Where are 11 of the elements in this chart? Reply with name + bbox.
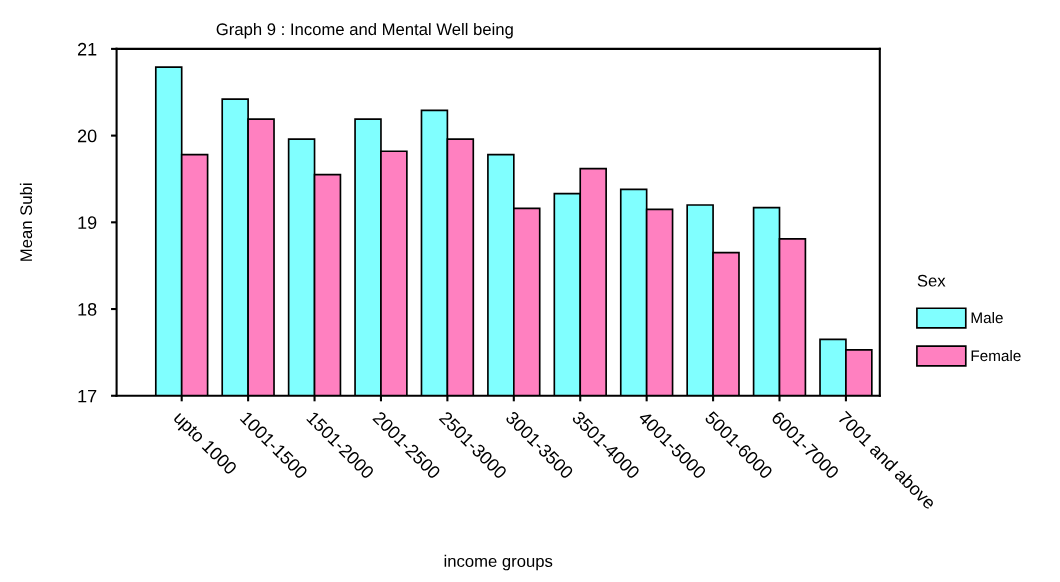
legend-label: Male [971, 311, 1003, 324]
y-tick-label: 19 [78, 216, 97, 230]
legend-title: Sex [917, 274, 946, 287]
y-tick-label: 18 [78, 302, 97, 316]
y-tick-label: 17 [78, 389, 97, 403]
y-axis-title: Mean Subi [19, 183, 33, 261]
legend-label: Female [971, 349, 1021, 362]
x-axis-title: income groups [444, 554, 553, 571]
chart-title: Graph 9 : Income and Mental Well being [216, 22, 513, 39]
y-tick-label: 21 [77, 42, 97, 56]
y-tick-label: 20 [77, 129, 97, 143]
